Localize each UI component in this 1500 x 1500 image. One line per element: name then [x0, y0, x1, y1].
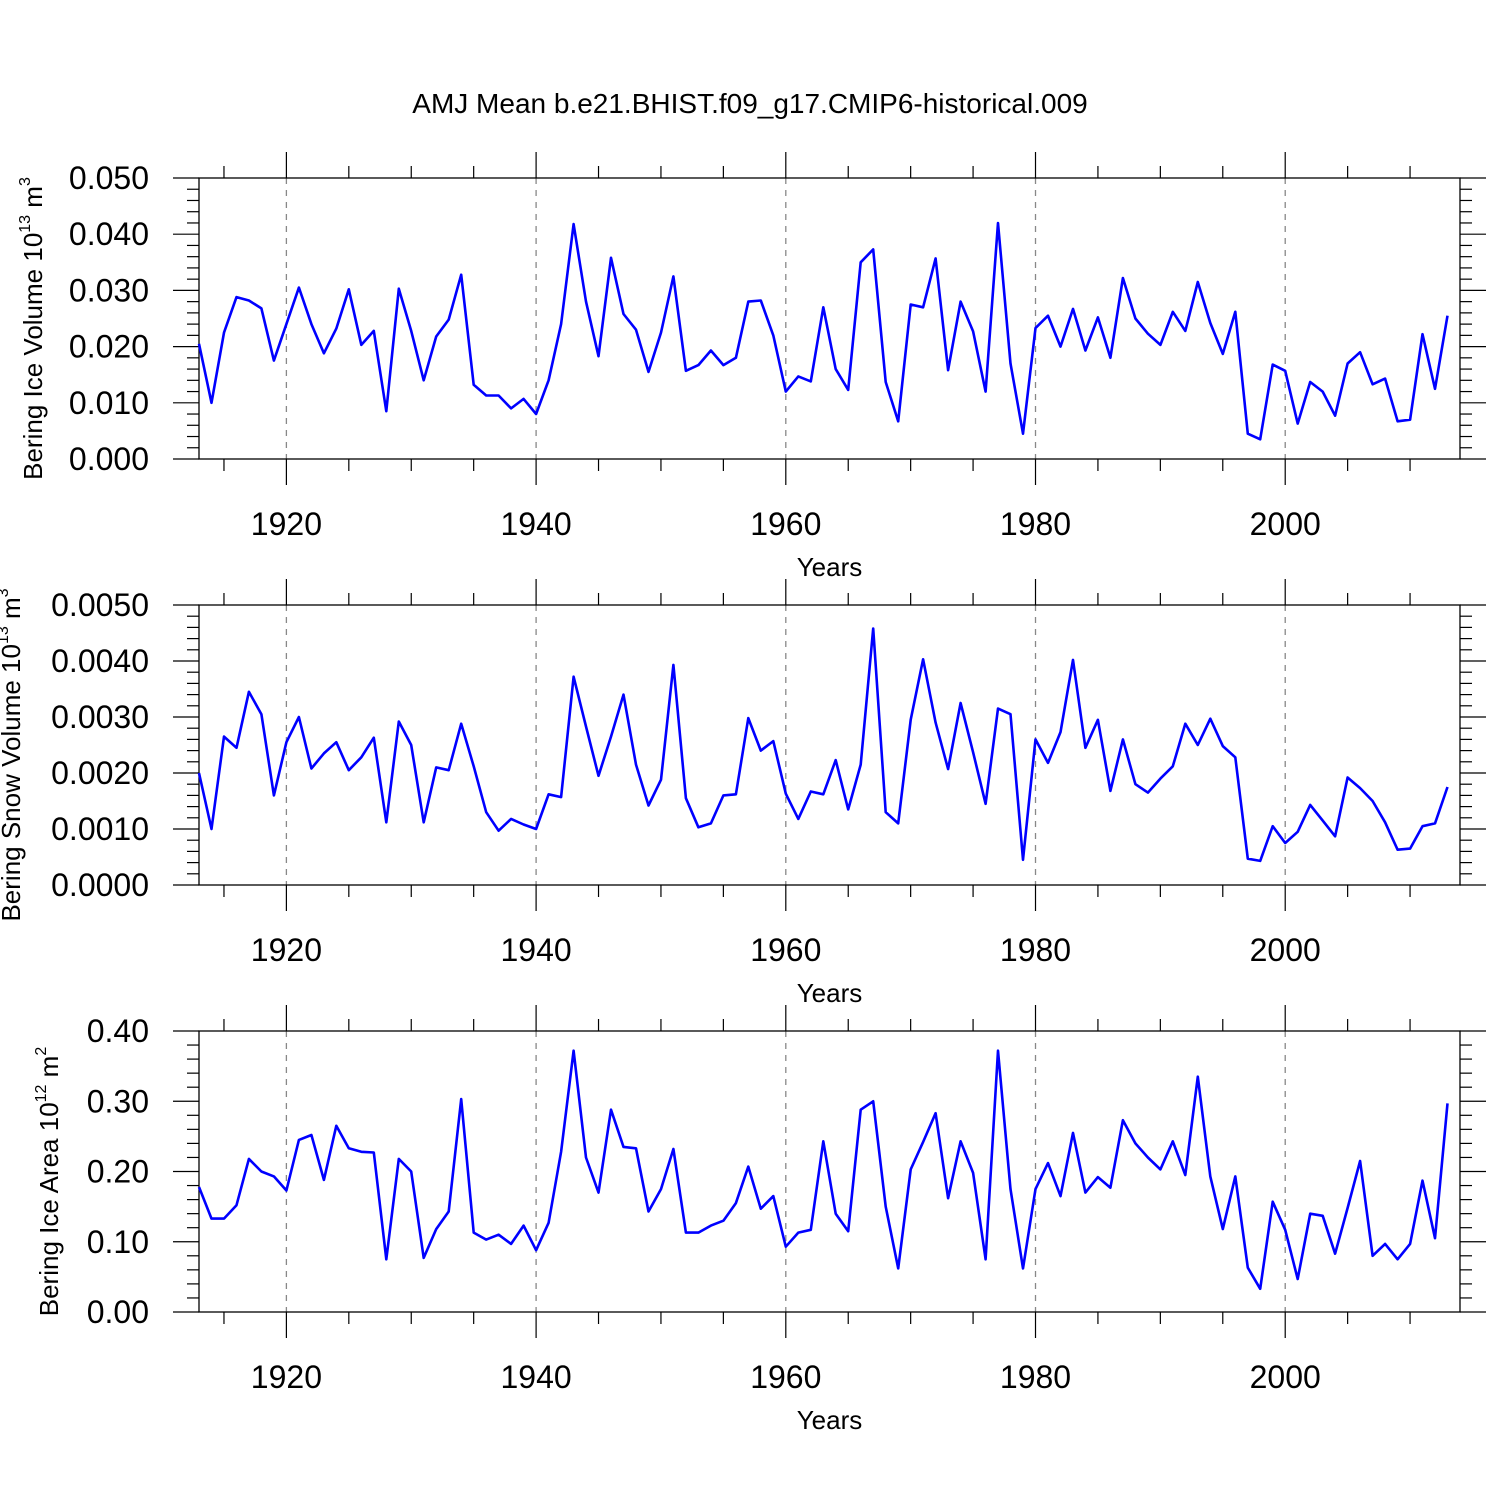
- ytick-label: 0.0010: [51, 811, 149, 847]
- yaxis-title-unit-exponent: 3: [0, 588, 12, 597]
- series-line-snow-volume: [197, 627, 1449, 863]
- xtick-label: 1980: [1000, 506, 1071, 542]
- plot-frame: [198, 177, 1461, 460]
- xtick-label: 1940: [501, 932, 572, 968]
- ytick-label: 0.000: [69, 441, 149, 477]
- xaxis-title: Years: [797, 552, 863, 582]
- yaxis-title-text: Bering Snow Volume 10: [0, 644, 26, 922]
- ytick-label: 0.0030: [51, 699, 149, 735]
- xtick-label: 1960: [750, 506, 821, 542]
- yaxis-title-text: Bering Ice Area 10: [34, 1102, 64, 1316]
- ytick-label: 0.40: [87, 1013, 149, 1049]
- yaxis-title-unit-exponent: 2: [33, 1047, 50, 1056]
- xtick-label: 1920: [251, 1359, 322, 1395]
- chart-title: AMJ Mean b.e21.BHIST.f09_g17.CMIP6-histo…: [412, 88, 1087, 119]
- ytick-label: 0.030: [69, 272, 149, 308]
- ytick-label: 0.050: [69, 160, 149, 196]
- yaxis-title-exponent: 13: [0, 626, 12, 644]
- xtick-label: 1920: [251, 932, 322, 968]
- ytick-label: 0.0050: [51, 587, 149, 623]
- xtick-label: 1980: [1000, 932, 1071, 968]
- plot-frame: [198, 604, 1461, 886]
- ytick-label: 0.30: [87, 1083, 149, 1119]
- ytick-label: 0.020: [69, 329, 149, 365]
- series-line-ice-volume: [197, 221, 1449, 441]
- ytick-label: 0.040: [69, 216, 149, 252]
- panel-ice-area: 0.00 0.10 0.20 0.30 0.40 1920 1940 1960 1980 2000…: [33, 1005, 1486, 1435]
- yaxis-title-exponent: 13: [17, 215, 34, 233]
- ytick-label: 0.20: [87, 1154, 149, 1190]
- ytick-label: 0.00: [87, 1294, 149, 1330]
- yaxis-title: Bering Ice Area 1012 m2: [33, 1047, 64, 1317]
- yaxis-title: Bering Snow Volume 1013 m3: [0, 588, 26, 921]
- ytick-label: 0.10: [87, 1224, 149, 1260]
- series-line-ice-area: [197, 1049, 1449, 1291]
- xtick-label: 1980: [1000, 1359, 1071, 1395]
- ytick-label: 0.0000: [51, 867, 149, 903]
- xtick-label: 1940: [501, 506, 572, 542]
- yaxis-title: Bering Ice Volume 1013 m3: [17, 177, 48, 480]
- yaxis-title-unit: m: [0, 597, 26, 626]
- panel-snow-volume: 0.0000 0.0010 0.0020 0.0030 0.0040 0.0050 1920…: [0, 579, 1486, 1008]
- yaxis-title-unit: m: [34, 1056, 64, 1085]
- yaxis-title-exponent: 12: [33, 1084, 50, 1102]
- ytick-label: 0.010: [69, 385, 149, 421]
- yaxis-title-text: Bering Ice Volume 10: [18, 233, 48, 480]
- yaxis-title-unit: m: [18, 186, 48, 215]
- xtick-label: 1920: [251, 506, 322, 542]
- ytick-label: 0.0040: [51, 643, 149, 679]
- yaxis-title-unit-exponent: 3: [17, 177, 34, 186]
- xtick-label: 2000: [1250, 506, 1321, 542]
- xaxis-title: Years: [797, 1405, 863, 1435]
- xtick-label: 1940: [501, 1359, 572, 1395]
- panel-ice-volume: 0.000 0.010 0.020 0.030 0.040 0.050 1920 1940 19…: [17, 152, 1486, 582]
- xaxis-title: Years: [797, 978, 863, 1008]
- xtick-label: 1960: [750, 1359, 821, 1395]
- xtick-label: 1960: [750, 932, 821, 968]
- ytick-label: 0.0020: [51, 755, 149, 791]
- xtick-label: 2000: [1250, 1359, 1321, 1395]
- xtick-label: 2000: [1250, 932, 1321, 968]
